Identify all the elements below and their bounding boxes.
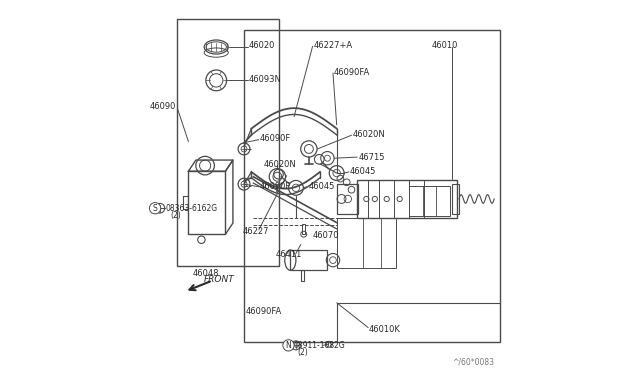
Text: 46020: 46020 — [248, 41, 275, 51]
Text: FRONT: FRONT — [204, 275, 234, 284]
Text: 08363-6162G: 08363-6162G — [166, 204, 218, 213]
Text: 46020N: 46020N — [264, 160, 296, 169]
Bar — [337, 184, 358, 214]
Bar — [188, 171, 225, 234]
Text: 46090F: 46090F — [260, 182, 291, 190]
Bar — [244, 31, 500, 341]
Text: 46010K: 46010K — [368, 325, 400, 334]
Text: 46048: 46048 — [192, 269, 219, 278]
Bar — [177, 19, 279, 266]
Bar — [337, 218, 396, 267]
Bar — [291, 250, 328, 270]
Text: 46045: 46045 — [349, 167, 376, 176]
Text: N: N — [285, 341, 291, 350]
Bar — [409, 186, 450, 216]
Text: 46411: 46411 — [276, 250, 302, 259]
Bar — [452, 184, 459, 214]
Text: (2): (2) — [170, 211, 180, 220]
Text: 46020N: 46020N — [352, 129, 385, 139]
Text: 46090F: 46090F — [260, 134, 291, 143]
Text: 46227: 46227 — [242, 227, 269, 236]
Text: S: S — [153, 204, 157, 213]
Text: 46090: 46090 — [150, 102, 176, 111]
Text: 46715: 46715 — [358, 153, 385, 161]
Text: ^/60*0083: ^/60*0083 — [452, 357, 494, 366]
Bar — [301, 270, 305, 280]
Text: 46045: 46045 — [308, 182, 335, 191]
Text: 46070: 46070 — [312, 231, 339, 240]
Bar — [302, 224, 305, 234]
Text: (2): (2) — [298, 348, 308, 357]
Text: 46010: 46010 — [431, 41, 458, 50]
Text: 08911-1082G: 08911-1082G — [293, 341, 345, 350]
Text: 46090FA: 46090FA — [333, 68, 370, 77]
Text: 46093N: 46093N — [248, 75, 282, 84]
Bar — [357, 180, 457, 218]
Text: 46227+A: 46227+A — [314, 41, 353, 50]
Text: 46090FA: 46090FA — [245, 307, 282, 316]
